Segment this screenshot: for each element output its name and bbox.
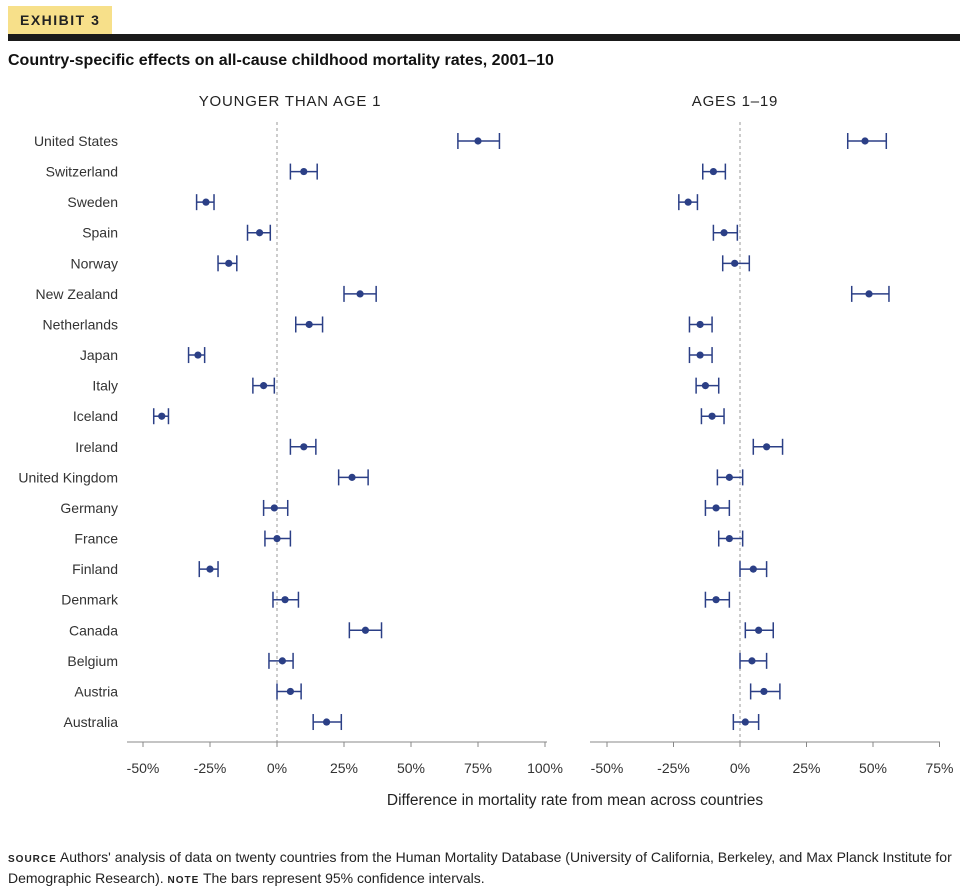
data-point — [749, 565, 757, 573]
x-tick-label: -50% — [591, 760, 624, 776]
y-category-label: Ireland — [75, 439, 118, 455]
data-point — [194, 351, 202, 359]
data-point — [725, 473, 733, 481]
data-point — [202, 198, 210, 206]
x-tick-label: -50% — [127, 760, 160, 776]
y-category-label: France — [74, 531, 118, 547]
data-point — [305, 320, 313, 329]
y-category-label: Finland — [72, 561, 118, 577]
data-point — [300, 443, 308, 451]
y-category-label: New Zealand — [36, 286, 119, 302]
y-category-label: Australia — [64, 714, 119, 730]
panel-title: YOUNGER THAN AGE 1 — [199, 93, 382, 110]
data-point — [474, 137, 482, 145]
note-label: NOTE — [167, 875, 200, 886]
y-category-label: Austria — [74, 683, 118, 699]
data-point — [356, 290, 364, 298]
x-tick-label: -25% — [657, 760, 690, 776]
header-rule — [8, 34, 960, 41]
y-category-label: Italy — [92, 378, 118, 394]
data-point — [755, 626, 763, 634]
data-point — [865, 290, 873, 298]
data-point — [748, 657, 756, 665]
data-point — [225, 259, 233, 267]
y-category-label: Japan — [80, 347, 118, 363]
data-point — [760, 687, 768, 696]
x-tick-label: 25% — [330, 760, 358, 776]
data-point — [712, 596, 720, 604]
data-point — [712, 504, 720, 512]
exhibit-label: EXHIBIT 3 — [8, 6, 113, 34]
panel-title: AGES 1–19 — [692, 93, 778, 110]
data-point — [322, 718, 331, 726]
y-category-label: United Kingdom — [18, 469, 118, 485]
data-point — [731, 259, 739, 267]
x-axis-label: Difference in mortality rate from mean a… — [387, 792, 763, 809]
data-point — [300, 167, 308, 176]
data-point — [361, 626, 370, 634]
x-tick-label: 25% — [792, 760, 820, 776]
data-point — [348, 473, 356, 481]
data-point — [273, 534, 281, 543]
data-point — [270, 504, 278, 512]
y-category-label: Switzerland — [46, 164, 118, 180]
x-tick-label: 0% — [267, 760, 287, 776]
data-point — [701, 382, 710, 390]
data-point — [708, 412, 716, 420]
x-tick-label: 100% — [527, 760, 563, 776]
x-tick-label: 75% — [464, 760, 492, 776]
data-point — [278, 657, 286, 665]
chart: YOUNGER THAN AGE 1 -50% -25% 0% 25% 50% 75% 100… — [18, 93, 953, 809]
x-tick-label: 50% — [859, 760, 887, 776]
data-point — [741, 718, 749, 726]
data-point — [255, 229, 264, 237]
x-tick-label: 0% — [730, 760, 750, 776]
y-category-label: Sweden — [67, 194, 118, 210]
x-tick-label: 50% — [397, 760, 425, 776]
data-point — [763, 443, 771, 451]
data-point — [709, 167, 718, 176]
y-category-label: Germany — [60, 500, 118, 516]
source-text: Authors' analysis of data on twenty coun… — [8, 849, 952, 886]
chart-title: Country-specific effects on all-cause ch… — [8, 52, 554, 69]
y-category-label: Denmark — [61, 592, 119, 608]
data-point — [725, 534, 733, 543]
y-category-label: United States — [34, 133, 118, 149]
note-text: The bars represent 95% confidence interv… — [202, 870, 485, 886]
data-point — [281, 596, 289, 604]
y-category-label: Canada — [69, 622, 118, 638]
source-label: SOURCE — [8, 854, 57, 865]
data-point — [286, 687, 294, 696]
y-category-label: Iceland — [73, 408, 118, 424]
data-point — [260, 382, 268, 390]
data-point — [696, 351, 704, 359]
data-point — [696, 320, 704, 329]
data-point — [861, 137, 869, 145]
x-tick-label: -25% — [194, 760, 227, 776]
x-tick-label: 75% — [925, 760, 953, 776]
y-category-label: Belgium — [67, 653, 118, 669]
data-point — [206, 565, 214, 573]
footer: SOURCE Authors' analysis of data on twen… — [8, 848, 968, 890]
data-point — [158, 412, 166, 420]
data-point — [720, 229, 728, 237]
y-category-label: Netherlands — [43, 316, 119, 332]
y-category-label: Spain — [82, 225, 118, 241]
y-category-label: Norway — [71, 255, 118, 271]
data-point — [684, 198, 692, 206]
